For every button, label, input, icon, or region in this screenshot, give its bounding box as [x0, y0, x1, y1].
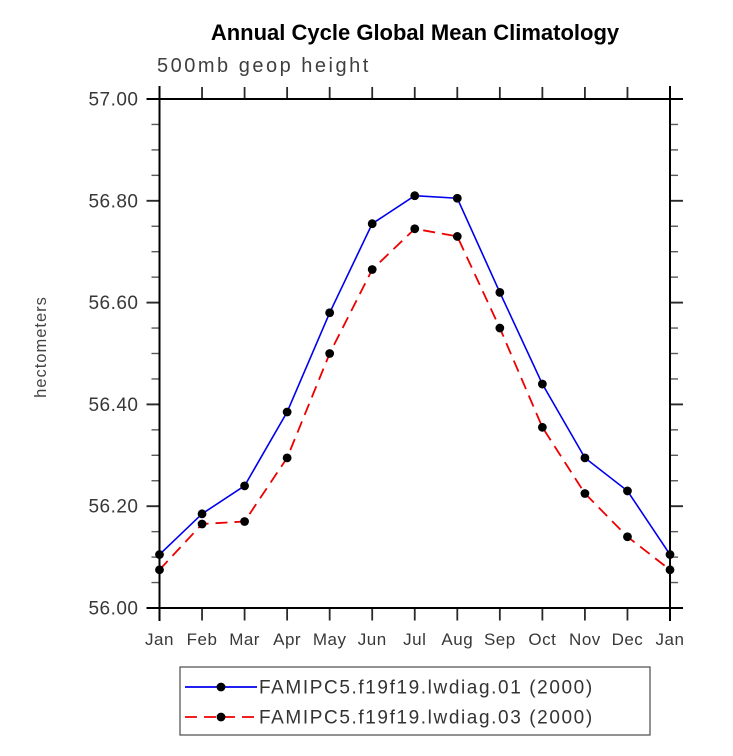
data-point-marker-series-1	[155, 565, 164, 575]
x-tick-label: May	[313, 630, 347, 649]
x-tick-label: Aug	[441, 630, 473, 649]
data-point-marker-series-1	[325, 349, 335, 358]
data-point-marker-series-0	[325, 308, 335, 318]
x-tick-label: Jun	[358, 630, 387, 649]
x-tick-label: Feb	[187, 630, 218, 649]
legend-box	[179, 666, 651, 736]
y-tick-label: 56.80	[88, 191, 138, 212]
y-tick-label: 56.00	[88, 599, 138, 620]
data-point-marker-series-1	[282, 453, 292, 463]
legend-label-series-1: FAMIPC5.f19f19.lwdiag.03 (2000)	[259, 708, 594, 729]
data-point-marker-series-1	[197, 519, 207, 529]
series-line-1	[158, 227, 671, 571]
data-point-marker-series-1	[410, 224, 420, 234]
axes	[146, 86, 683, 621]
y-tick-label: 56.20	[88, 497, 138, 518]
x-tick-label: Jan	[145, 630, 174, 649]
y-tick-label: 56.60	[88, 293, 138, 314]
x-tick-label: Apr	[273, 630, 301, 649]
series-line-0	[158, 194, 671, 556]
data-series	[155, 191, 675, 575]
legend-label-series-0: FAMIPC5.f19f19.lwdiag.01 (2000)	[259, 678, 594, 699]
x-tick-label: Jan	[656, 630, 685, 649]
data-point-marker-series-0	[623, 486, 632, 496]
axis-ticks	[146, 87, 683, 621]
data-point-marker-series-0	[240, 481, 249, 491]
data-point-marker-series-0	[665, 550, 675, 559]
chart-subtitle: 500mb geop height	[157, 55, 371, 77]
data-point-marker-series-0	[155, 550, 164, 559]
data-point-marker-series-0	[537, 379, 547, 389]
x-tick-label: Dec	[612, 630, 644, 649]
data-point-marker-series-1	[452, 232, 462, 241]
data-point-marker-series-1	[623, 532, 632, 542]
data-point-marker-series-1	[367, 265, 377, 274]
data-point-marker-series-1	[537, 422, 547, 432]
legend: FAMIPC5.f19f19.lwdiag.01 (2000) FAMIPC5.…	[179, 666, 651, 736]
x-tick-label: Oct	[528, 630, 556, 649]
axis-tick-labels: Jan Feb Mar Apr May Jun Jul Aug Sep Oct Nov Dec Jan 5…	[88, 90, 684, 650]
data-point-marker-series-0	[495, 288, 505, 297]
x-tick-label: Nov	[569, 630, 601, 649]
x-tick-label: Sep	[484, 630, 516, 649]
legend-marker-series-1	[216, 712, 226, 722]
x-tick-label: Mar	[229, 630, 260, 649]
data-point-marker-series-1	[495, 323, 505, 333]
page-title: Annual Cycle Global Mean Climatology	[211, 20, 620, 45]
legend-marker-series-0	[216, 682, 226, 692]
x-tick-label: Jul	[403, 630, 426, 649]
data-point-marker-series-1	[665, 565, 675, 575]
data-point-marker-series-0	[452, 193, 462, 203]
y-tick-label: 56.40	[88, 395, 138, 416]
y-tick-label: 57.00	[88, 90, 138, 111]
data-point-marker-series-1	[580, 489, 590, 498]
data-point-marker-series-0	[580, 453, 590, 463]
data-point-marker-series-0	[197, 509, 207, 519]
data-point-marker-series-1	[240, 517, 249, 526]
data-point-marker-series-0	[367, 219, 377, 229]
data-point-marker-series-0	[410, 191, 420, 201]
data-point-marker-series-0	[282, 407, 292, 417]
y-axis-label: hectometers	[32, 296, 50, 398]
